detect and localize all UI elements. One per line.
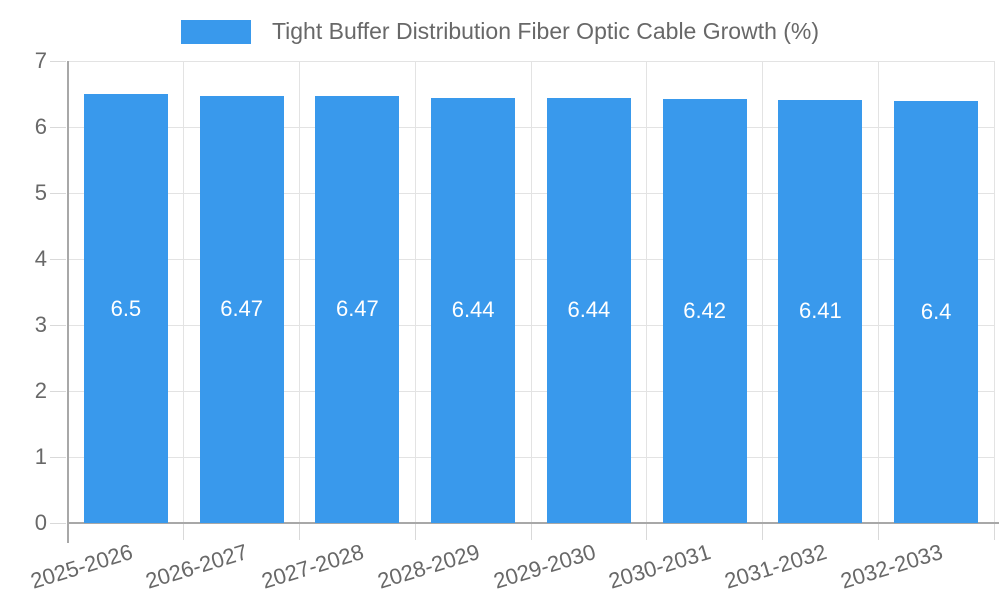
bar[interactable] — [546, 97, 631, 523]
gridline — [762, 61, 763, 523]
tick-mark — [414, 523, 416, 540]
tick-mark — [183, 523, 185, 540]
y-axis-line — [67, 61, 69, 543]
tick-mark — [50, 324, 66, 326]
gridline — [299, 61, 300, 523]
plot-area: 0 1 2 3 4 5 6 7 6.5 2025-2026 6.47 2026-2027 6.47 202… — [27, 48, 999, 594]
gridline — [646, 61, 648, 523]
gridline — [414, 61, 416, 523]
chart-legend: Tight Buffer Distribution Fiber Optic Ca… — [0, 18, 1000, 45]
tick-mark — [50, 60, 66, 62]
tick-mark — [50, 192, 66, 194]
x-axis-tick-label: 2025-2026 — [27, 539, 136, 594]
bar[interactable] — [778, 99, 863, 523]
x-axis-tick-label: 2031-2032 — [721, 539, 830, 594]
tick-mark — [50, 258, 66, 260]
x-axis-tick-label: 2030-2031 — [606, 539, 714, 594]
tick-mark — [877, 523, 879, 540]
gridline — [530, 61, 532, 523]
bar[interactable] — [315, 95, 400, 523]
tick-mark — [993, 523, 995, 540]
bar[interactable] — [894, 100, 979, 523]
tick-mark — [50, 390, 66, 392]
gridline — [183, 61, 185, 523]
y-axis-tick-label: 2 — [34, 378, 47, 403]
legend-item[interactable]: Tight Buffer Distribution Fiber Optic Ca… — [180, 18, 820, 45]
y-axis-tick-label: 6 — [34, 114, 47, 139]
y-axis-tick-label: 5 — [34, 180, 47, 205]
legend-color-swatch — [180, 19, 251, 44]
bar[interactable] — [662, 99, 747, 523]
tick-mark — [762, 523, 763, 540]
bar[interactable] — [199, 95, 284, 523]
bar[interactable] — [431, 97, 516, 523]
x-axis-tick-label: 2032-2033 — [837, 539, 946, 594]
legend-label: Tight Buffer Distribution Fiber Optic Ca… — [271, 18, 820, 44]
y-axis-tick-label: 4 — [34, 246, 47, 271]
y-axis-tick-label: 3 — [34, 312, 47, 337]
tick-mark — [530, 523, 532, 540]
x-axis-tick-label: 2029-2030 — [490, 539, 599, 594]
x-axis-tick-label: 2026-2027 — [143, 539, 251, 594]
y-axis-tick-label: 1 — [34, 444, 47, 469]
tick-mark — [50, 456, 66, 458]
tick-mark — [50, 126, 66, 128]
y-axis-tick-label: 0 — [34, 510, 47, 535]
gridline — [993, 61, 995, 523]
y-axis-tick-label: 7 — [34, 48, 47, 73]
tick-mark — [646, 523, 648, 540]
bar[interactable] — [83, 94, 168, 523]
x-axis-tick-label: 2027-2028 — [258, 539, 367, 594]
x-axis-line — [68, 522, 999, 524]
x-axis-tick-label: 2028-2029 — [374, 539, 483, 594]
gridline — [877, 61, 879, 523]
tick-mark — [299, 523, 300, 540]
tick-mark — [50, 522, 66, 524]
